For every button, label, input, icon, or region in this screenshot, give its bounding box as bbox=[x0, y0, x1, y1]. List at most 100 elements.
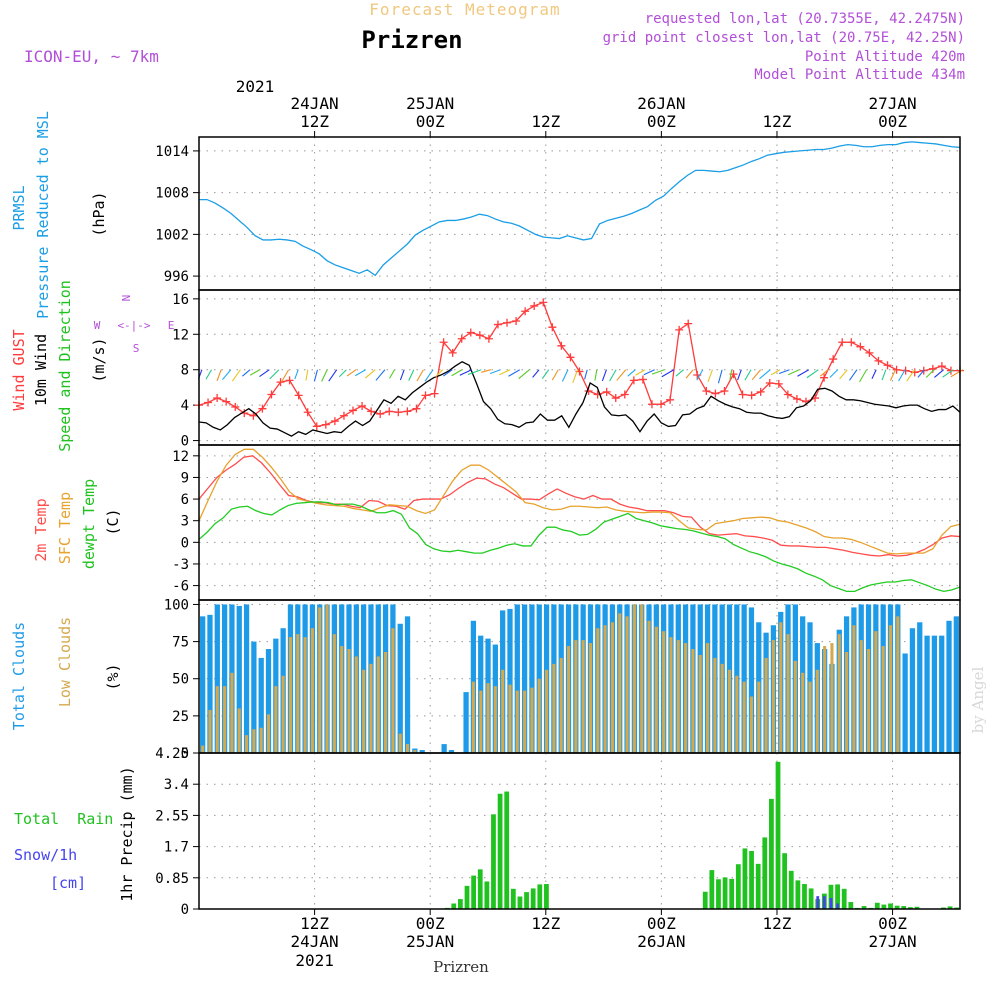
wind-arrow bbox=[925, 369, 935, 378]
y-tick-label: 1014 bbox=[155, 144, 189, 160]
wind-arrow bbox=[231, 369, 241, 382]
bottom-hour-label: 00Z bbox=[878, 914, 907, 933]
bar bbox=[464, 885, 470, 909]
gust-marker bbox=[358, 402, 367, 411]
bar bbox=[406, 744, 410, 753]
wind-arrow bbox=[518, 369, 530, 380]
pressure-titles: PRMSL Pressure Reduced to MSL (hPa) bbox=[10, 111, 108, 319]
wind-arrow bbox=[889, 369, 896, 381]
wind-arrow bbox=[839, 369, 848, 380]
gust-marker bbox=[611, 394, 620, 403]
bar bbox=[521, 604, 528, 753]
bar bbox=[713, 657, 717, 753]
bar bbox=[398, 733, 402, 753]
bar bbox=[471, 681, 475, 753]
footer-station: Prizren bbox=[433, 958, 489, 976]
bar bbox=[530, 687, 534, 753]
top-year-label: 2021 bbox=[236, 77, 275, 96]
watermark: by Angel bbox=[969, 666, 987, 733]
bar bbox=[507, 608, 513, 753]
wind-arrow bbox=[707, 369, 713, 383]
wind-arrow bbox=[898, 369, 906, 382]
gust-marker bbox=[484, 334, 493, 343]
bar bbox=[640, 604, 644, 753]
bottom-hour-label: 00Z bbox=[416, 914, 445, 933]
bar bbox=[493, 686, 497, 753]
panel-title: SFC Temp bbox=[56, 492, 74, 564]
wind-arrow bbox=[242, 369, 251, 377]
top-hour-label: 00Z bbox=[647, 112, 676, 131]
wind-arrow bbox=[364, 369, 376, 379]
wind-arrow bbox=[435, 369, 444, 378]
gust-marker bbox=[285, 376, 294, 385]
panel-title: Low Clouds bbox=[56, 617, 74, 707]
top-day-label: 25JAN bbox=[406, 94, 454, 113]
bottom-day-label: 27JAN bbox=[868, 932, 916, 951]
panel-title: PRMSL bbox=[10, 185, 28, 230]
info-line: requested lon,lat (20.7355E, 42.2475N) bbox=[645, 11, 965, 27]
bar bbox=[836, 903, 839, 909]
pressure-panel: 996 1002 1008 1014 bbox=[155, 136, 961, 291]
bar bbox=[259, 727, 263, 753]
gust-marker bbox=[738, 390, 747, 399]
bar bbox=[397, 623, 403, 753]
gust-marker bbox=[521, 307, 530, 316]
station-title: Prizren bbox=[361, 26, 462, 54]
gust-marker bbox=[457, 334, 466, 343]
bar bbox=[497, 793, 503, 909]
gust-marker bbox=[792, 394, 801, 403]
bar bbox=[859, 640, 863, 753]
bar bbox=[491, 814, 496, 909]
bar bbox=[281, 675, 285, 753]
gust-marker bbox=[213, 394, 222, 403]
bar bbox=[510, 888, 516, 909]
bar bbox=[484, 881, 490, 909]
gust-marker bbox=[829, 355, 838, 364]
gust-marker bbox=[720, 386, 729, 395]
bar bbox=[537, 884, 543, 909]
bar bbox=[881, 904, 887, 909]
gust-marker bbox=[557, 341, 566, 350]
bar bbox=[741, 604, 747, 753]
bar bbox=[463, 692, 469, 753]
bar bbox=[574, 640, 578, 753]
gust-marker bbox=[684, 319, 693, 328]
gust-marker bbox=[403, 407, 412, 416]
wind-arrow bbox=[532, 369, 540, 378]
wind-arrow bbox=[408, 369, 415, 381]
bar bbox=[230, 672, 234, 753]
bar bbox=[318, 607, 322, 753]
wind-arrow bbox=[416, 369, 424, 382]
bar bbox=[793, 660, 797, 753]
wind-arrow bbox=[906, 369, 916, 382]
gust-marker bbox=[756, 387, 765, 396]
bar bbox=[801, 672, 805, 753]
bar bbox=[735, 864, 741, 909]
gust-marker bbox=[530, 301, 539, 310]
gust-marker bbox=[747, 391, 756, 400]
top-hour-label: 00Z bbox=[416, 112, 445, 131]
gust-marker bbox=[276, 378, 285, 387]
y-tick-label: 12 bbox=[172, 327, 189, 343]
panel-title: Total Rain bbox=[14, 810, 113, 828]
bar bbox=[749, 696, 753, 753]
bar bbox=[458, 899, 463, 909]
bottom-day-label: 24JAN bbox=[291, 932, 339, 951]
bar bbox=[914, 906, 920, 909]
bar bbox=[625, 616, 629, 753]
wind-arrow bbox=[508, 369, 521, 377]
bar bbox=[537, 678, 541, 753]
gust-marker bbox=[448, 348, 457, 357]
wind-arrow bbox=[222, 369, 232, 381]
y-tick-label: 0.85 bbox=[155, 871, 189, 887]
gust-marker bbox=[901, 366, 910, 375]
gust-marker bbox=[249, 411, 258, 420]
bar bbox=[215, 686, 219, 753]
bar bbox=[727, 669, 732, 753]
wind-arrow bbox=[561, 369, 569, 382]
gust-marker bbox=[657, 400, 666, 409]
compass-n: N bbox=[120, 295, 133, 302]
cloud-titles: Total Clouds Low Clouds (%) bbox=[10, 617, 122, 730]
bar bbox=[618, 613, 622, 753]
